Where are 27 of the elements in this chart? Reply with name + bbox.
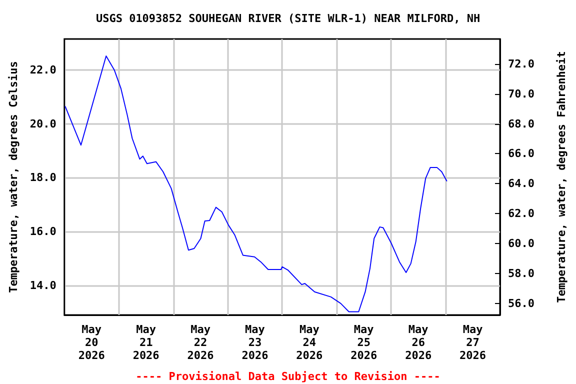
x-tick-label: May 22 2026 (187, 323, 214, 362)
y2-axis-title: Temperature, water, degrees Fahrenheit (555, 51, 568, 303)
x-tick-label: May 21 2026 (132, 323, 160, 362)
x-tick-label: May 20 2026 (78, 323, 106, 362)
y2-tick-label: 68.0 (508, 117, 534, 130)
y2-tick-label: 72.0 (508, 57, 534, 70)
y2-tick-label: 58.0 (508, 266, 534, 280)
y2-tick-label: 70.0 (508, 87, 534, 100)
y2-tick-label: 60.0 (508, 236, 534, 250)
x-tick-label: May 26 2026 (405, 323, 432, 362)
y-tick-label: 14.0 (30, 278, 56, 292)
chart-title: USGS 01093852 SOUHEGAN RIVER (SITE WLR-1) NEAR MILFORD, NH (96, 12, 480, 25)
y2-tick-label: 66.0 (508, 147, 534, 160)
text: ---- Provisional Data Subject to Revision ---- (136, 370, 440, 383)
y-tick-label: 20.0 (30, 117, 56, 130)
y-tick-label: 18.0 (30, 171, 56, 184)
y2-tick-label: 56.0 (508, 296, 534, 310)
x-tick-label: May 23 2026 (242, 323, 269, 362)
y2-tick-label: 64.0 (508, 177, 534, 190)
y-tick-label: 22.0 (30, 63, 56, 76)
x-tick-label: May 27 2026 (460, 323, 486, 362)
x-tick-label: May 25 2026 (350, 323, 378, 362)
y2-tick-label: 62.0 (508, 207, 534, 220)
x-tick-label: May 24 2026 (296, 323, 324, 362)
y-axis-title: Temperature, water, degrees Celsius (7, 61, 20, 293)
y-tick-label: 16.0 (30, 225, 56, 238)
line-series (64, 55, 448, 312)
